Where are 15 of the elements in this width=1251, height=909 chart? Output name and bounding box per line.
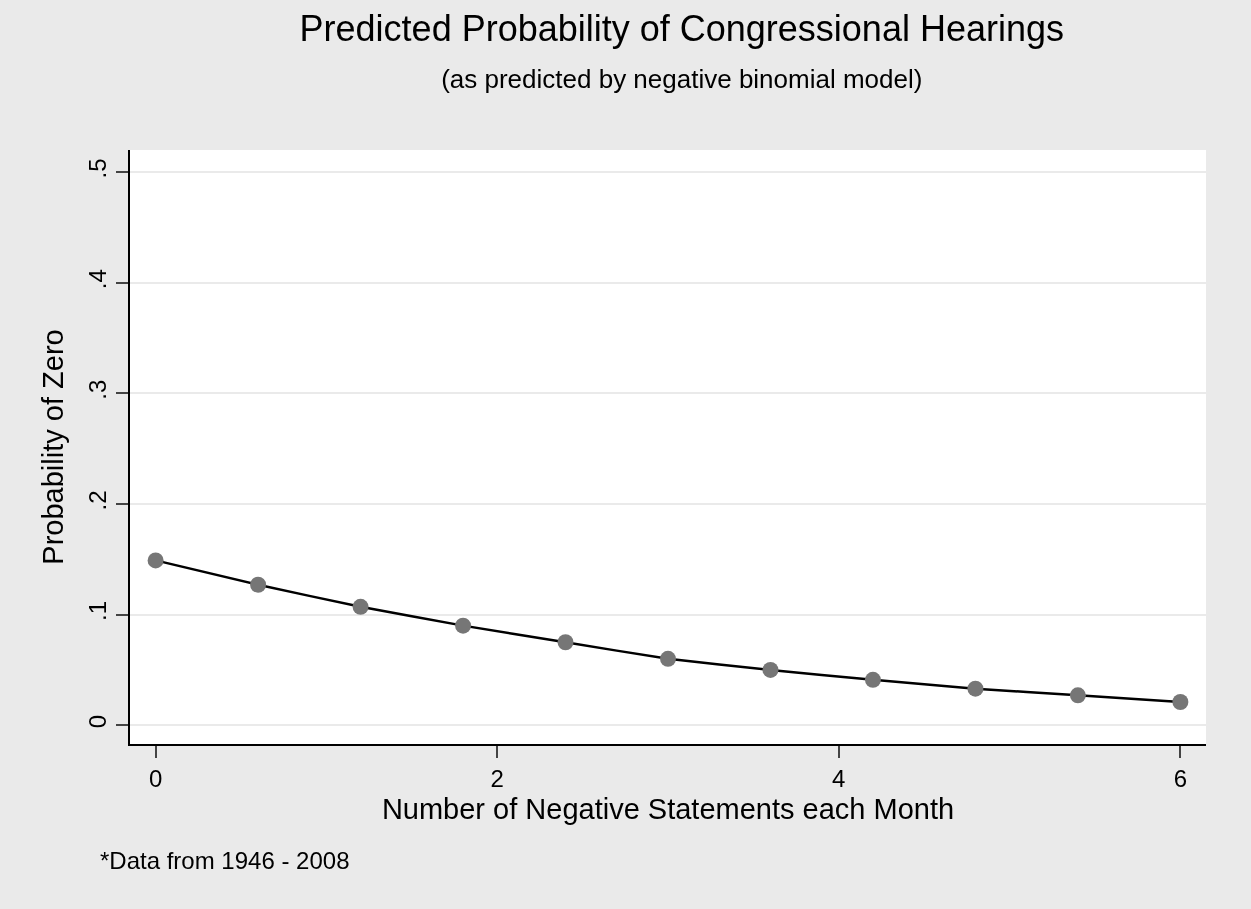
x-axis-title: Number of Negative Statements each Month [381,793,955,826]
y-tick-label: 0 [84,714,112,729]
text: *Data from 1946 - 2008 [100,847,350,874]
y-tick-label: .4 [84,269,112,290]
y-tick-label: .2 [84,490,112,511]
y-axis-title: Probability of Zero [37,329,70,565]
x-tick-label: 6 [1173,764,1188,792]
y-tick-label: .3 [84,379,112,400]
y-tick-label: .1 [84,600,112,621]
chart-subtitle: (as predicted by negative binomial model) [441,63,923,94]
x-tick-label: 4 [832,764,846,792]
chart-title: Predicted Probability of Congressional Hearings [299,7,1064,49]
x-tick-label: 0 [148,764,163,792]
y-tick-label: .5 [84,158,112,179]
x-tick-label: 2 [490,764,504,792]
